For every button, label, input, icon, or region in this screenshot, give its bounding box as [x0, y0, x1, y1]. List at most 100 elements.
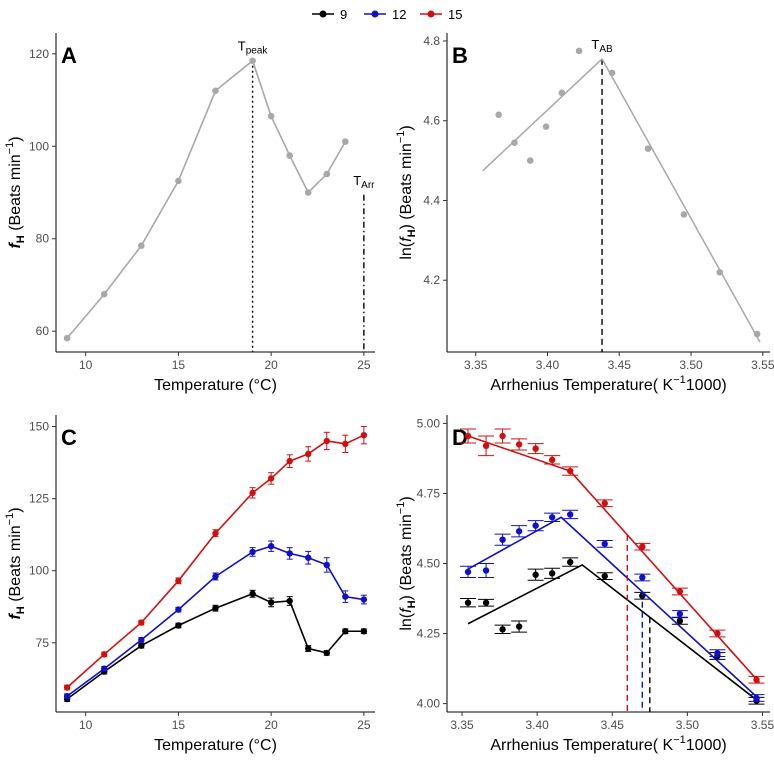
legend-entry-9[interactable]: 9 [312, 7, 347, 22]
data-point [175, 606, 182, 613]
y-tick-label: 120 [29, 47, 49, 61]
data-point [305, 554, 312, 561]
reference-annotation: Tpeak [238, 39, 269, 57]
data-point [212, 604, 219, 612]
panel-label: B [452, 43, 468, 68]
series-15 [63, 426, 368, 691]
y-tick-label: 4.25 [417, 627, 441, 641]
data-point [644, 145, 652, 152]
y-tick-label: 4.75 [417, 486, 441, 500]
data-point [249, 548, 256, 556]
panel-a: 10 15 20 25 60 80 100 120 A Temperature (°C) fH (B… [4, 33, 375, 394]
series-line [66, 545, 364, 697]
data-point [639, 574, 646, 581]
x-tick-label: 20 [264, 718, 278, 732]
data-point [305, 450, 312, 458]
legend-entry-15[interactable]: 15 [420, 7, 462, 22]
data-point [515, 528, 523, 535]
data-point [716, 268, 724, 276]
data-point [175, 177, 182, 185]
x-tick-label: 10 [79, 718, 93, 732]
data-point [566, 558, 574, 566]
x-axis-title: Arrhenius Temperature( K−11000) [490, 734, 726, 754]
data-point [608, 69, 616, 77]
data-point [601, 572, 608, 580]
series-12 [460, 509, 765, 712]
series-12 [63, 540, 368, 700]
data-point [360, 431, 368, 439]
data-point [714, 649, 721, 657]
series-9 [63, 589, 368, 703]
y-axis-title: fH (Beats min−1) [4, 507, 27, 619]
y-tick-label: 4.50 [417, 557, 441, 571]
panel-label: D [452, 425, 468, 450]
data-point [267, 112, 275, 120]
x-tick-label: 3.45 [608, 358, 632, 372]
data-point [267, 475, 275, 482]
legend-label-9: 9 [340, 7, 347, 22]
fit-line [601, 58, 761, 343]
data-point [464, 599, 472, 606]
data-point [212, 530, 219, 537]
legend: 9 12 15 [312, 7, 462, 22]
data-point [532, 445, 539, 452]
y-tick-label: 150 [29, 420, 49, 434]
data-point [249, 590, 256, 597]
y-axis-title: fH (Beats min−1) [4, 136, 27, 248]
x-tick-label: 3.35 [450, 718, 474, 732]
data-point [304, 189, 312, 196]
data-point [482, 442, 490, 450]
data-point [482, 567, 490, 574]
x-axis-title: Temperature (°C) [154, 377, 277, 394]
y-tick-label: 100 [29, 564, 49, 578]
data-point [676, 617, 684, 625]
y-tick-label: 5.00 [417, 416, 441, 430]
data-point [267, 599, 275, 606]
series-15 [460, 428, 765, 712]
data-point [249, 57, 256, 65]
legend-entry-12[interactable]: 12 [364, 7, 406, 22]
x-tick-label: 25 [357, 718, 371, 732]
data-point [212, 87, 219, 95]
series-line [66, 59, 347, 339]
data-point [464, 568, 472, 576]
fit-line [467, 563, 760, 703]
data-point [753, 676, 760, 683]
data-point [601, 500, 608, 507]
data-point [680, 211, 688, 218]
fit-line [467, 435, 761, 684]
data-point [323, 170, 331, 178]
x-tick-label: 3.55 [751, 718, 774, 732]
data-point [323, 437, 330, 445]
data-point [532, 522, 539, 529]
x-tick-label: 25 [357, 358, 371, 372]
data-point [495, 111, 502, 119]
data-point [499, 536, 506, 543]
data-point [548, 456, 556, 464]
data-point [558, 89, 566, 97]
data-point [175, 622, 182, 629]
data-point [515, 441, 523, 448]
data-point [548, 514, 556, 521]
data-point [714, 630, 721, 637]
y-tick-label: 125 [29, 492, 49, 506]
data-point [249, 489, 256, 497]
panel-d: 3.35 3.40 3.45 3.50 3.55 4.00 4.25 4.50 4.75 5.00… [395, 415, 774, 754]
data-point [464, 432, 472, 440]
data-point [101, 665, 108, 672]
panel-label: C [61, 425, 77, 450]
panel-c: 10 15 20 25 75 100 125 150 C Temperature (°C) fH (… [4, 415, 375, 754]
x-tick-label: 15 [172, 358, 186, 372]
data-point [175, 577, 182, 585]
data-point [482, 599, 490, 606]
data-point [601, 540, 608, 548]
legend-label-15: 15 [448, 7, 462, 22]
data-point [542, 123, 550, 131]
data-point [499, 432, 506, 440]
data-point [639, 543, 646, 550]
data-point [342, 593, 349, 600]
legend-label-12: 12 [392, 7, 406, 22]
data-point [63, 692, 71, 700]
data-point [360, 628, 368, 635]
